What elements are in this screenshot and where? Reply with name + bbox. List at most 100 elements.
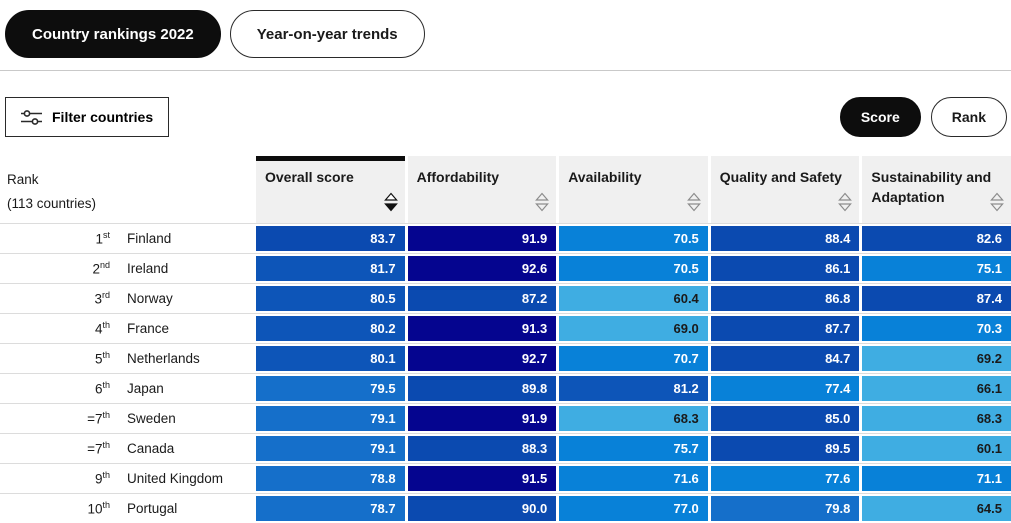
sort-icon[interactable] [990,192,1004,218]
rank-country-cell: 6th Japan [0,374,253,403]
rank-column-header: Rank (113 countries) [0,156,253,223]
column-header-availability[interactable]: Availability [559,156,708,223]
filter-countries-button[interactable]: Filter countries [5,97,170,137]
table-row[interactable]: 10th Portugal 78.7 90.0 77.0 79.8 64.5 [0,494,1011,523]
score-cell: 70.5 [559,226,708,251]
score-cell: 70.3 [862,316,1011,341]
sort-icon[interactable] [686,192,701,218]
score-cell: 66.1 [862,376,1011,401]
score-cell: 80.2 [256,316,405,341]
score-cell: 83.7 [256,226,405,251]
rank-toggle-button[interactable]: Rank [930,97,1007,137]
score-cell: 60.1 [862,436,1011,461]
score-cell: 60.4 [559,286,708,311]
score-cell: 71.1 [862,466,1011,491]
score-cell: 92.7 [407,346,557,371]
table-row[interactable]: 3rd Norway 80.5 87.2 60.4 86.8 87.4 [0,284,1011,314]
table-row[interactable]: 4th France 80.2 91.3 69.0 87.7 70.3 [0,314,1011,344]
rank-country-cell: =7th Sweden [0,404,253,433]
score-cell: 89.8 [407,376,557,401]
score-cell: 91.9 [407,226,557,251]
score-cell: 84.7 [710,346,860,371]
country-name: Finland [127,231,172,246]
score-cell: 88.3 [407,436,557,461]
score-cell: 82.6 [862,226,1011,251]
column-header-quality-and-safety[interactable]: Quality and Safety [710,156,860,223]
score-cell: 77.4 [710,376,860,401]
score-cell: 89.5 [710,436,860,461]
rank-country-cell: 3rd Norway [0,284,253,313]
table-row[interactable]: 1st Finland 83.7 91.9 70.5 88.4 82.6 [0,224,1011,254]
table-body: 1st Finland 83.7 91.9 70.5 88.4 82.6 2nd Ireland… [0,223,1011,523]
score-cell: 68.3 [862,406,1011,431]
score-cell: 85.0 [710,406,860,431]
table-row[interactable]: 5th Netherlands 80.1 92.7 70.7 84.7 69.2 [0,344,1011,374]
score-cell: 91.9 [407,406,557,431]
rank-label: =7th [87,410,110,427]
score-cell: 64.5 [862,496,1011,521]
filter-sliders-icon [21,108,42,127]
score-cell: 78.8 [256,466,405,491]
rank-country-cell: 2nd Ireland [0,254,253,283]
score-cell: 75.1 [862,256,1011,281]
sort-icon[interactable] [535,192,550,218]
table-row[interactable]: 9th United Kingdom 78.8 91.5 71.6 77.6 71.1 [0,464,1011,494]
rank-label: 1st [95,230,110,247]
column-header-label: Affordability [416,169,500,185]
rank-label: 10th [87,500,110,517]
rank-label: 4th [94,320,110,337]
rank-header-count: (113 countries) [7,196,97,211]
score-cell: 87.7 [710,316,860,341]
country-name: Ireland [127,261,169,276]
rank-country-cell: 4th France [0,314,253,343]
rank-label: 5th [94,350,110,367]
rank-header-title: Rank [7,171,39,187]
score-cell: 70.7 [559,346,708,371]
country-name: Sweden [127,411,176,426]
score-cell: 68.3 [559,406,708,431]
country-name: Japan [127,381,164,396]
country-name: Portugal [127,501,178,516]
country-name: Netherlands [127,351,200,366]
column-header-overall-score[interactable]: Overall score [256,156,405,223]
score-cell: 70.5 [559,256,708,281]
score-cell: 90.0 [407,496,557,521]
rank-country-cell: 9th United Kingdom [0,464,253,493]
score-cell: 77.0 [559,496,708,521]
score-toggle-button[interactable]: Score [839,97,921,137]
score-rank-toggle: Score Rank [839,97,1007,137]
column-header-label: Quality and Safety [719,169,842,185]
divider [0,70,1011,71]
rank-label: 9th [94,470,110,487]
rank-country-cell: 1st Finland [0,224,253,253]
column-header-label: Overall score [265,169,354,185]
rank-country-cell: 5th Netherlands [0,344,253,373]
table-row[interactable]: =7th Canada 79.1 88.3 75.7 89.5 60.1 [0,434,1011,464]
table-header: Rank (113 countries) Overall score Afford… [0,156,1011,223]
score-cell: 87.4 [862,286,1011,311]
country-name: Norway [127,291,173,306]
table-row[interactable]: =7th Sweden 79.1 91.9 68.3 85.0 68.3 [0,404,1011,434]
score-cell: 69.0 [559,316,708,341]
sort-icon[interactable] [383,192,398,218]
rank-label: 6th [94,380,110,397]
score-cell: 80.1 [256,346,405,371]
score-cell: 79.1 [256,406,405,431]
tab-country-rankings[interactable]: Country rankings 2022 [5,10,221,58]
sort-icon[interactable] [838,192,853,218]
view-tabs: Country rankings 2022 Year-on-year trend… [0,0,1011,58]
score-cell: 77.6 [710,466,860,491]
column-header-sustainability-and-adaptation[interactable]: Sustainability and Adaptation [862,156,1011,223]
country-name: France [127,321,170,336]
table-row[interactable]: 6th Japan 79.5 89.8 81.2 77.4 66.1 [0,374,1011,404]
column-header-affordability[interactable]: Affordability [407,156,557,223]
toolbar: Filter countries Score Rank [0,97,1011,137]
filter-countries-label: Filter countries [52,109,154,125]
tab-year-on-year-trends[interactable]: Year-on-year trends [229,10,425,58]
score-cell: 86.8 [710,286,860,311]
score-cell: 87.2 [407,286,557,311]
score-cell: 81.2 [559,376,708,401]
score-cell: 86.1 [710,256,860,281]
score-cell: 79.8 [710,496,860,521]
table-row[interactable]: 2nd Ireland 81.7 92.6 70.5 86.1 75.1 [0,254,1011,284]
